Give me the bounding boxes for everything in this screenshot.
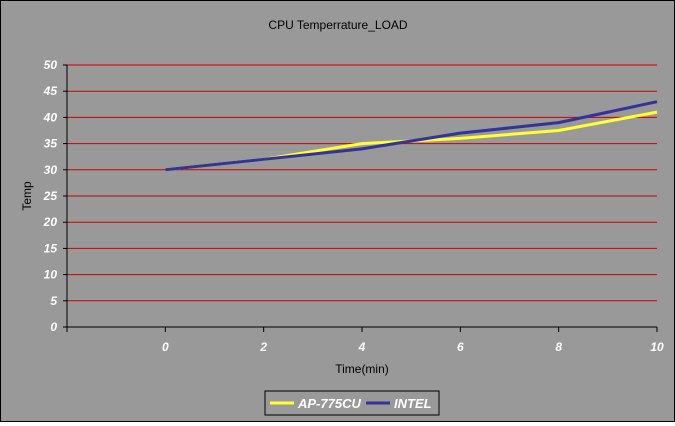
axes xyxy=(63,64,658,332)
y-axis-title: Temp xyxy=(20,181,34,211)
x-tick-labels: 0 2 4 6 8 10 xyxy=(162,340,664,354)
x-tick-label: 0 xyxy=(162,340,169,354)
y-tick-label: 40 xyxy=(43,110,58,124)
y-tick-label: 20 xyxy=(43,215,58,229)
legend-label: INTEL xyxy=(394,396,432,411)
series-lines xyxy=(165,100,658,172)
x-axis-title: Time(min) xyxy=(335,362,389,376)
x-tick-label: 10 xyxy=(650,340,664,354)
series-line-intel xyxy=(165,100,658,172)
y-tick-label: 35 xyxy=(44,137,58,151)
y-tick-label: 30 xyxy=(44,163,58,177)
y-tick-label: 5 xyxy=(50,294,57,308)
grid xyxy=(67,64,657,302)
y-tick-label: 0 xyxy=(50,320,57,334)
y-tick-label: 45 xyxy=(43,84,58,98)
x-tick-label: 4 xyxy=(358,340,366,354)
legend: AP-775CU INTEL xyxy=(264,390,440,416)
legend-label: AP-775CU xyxy=(297,396,361,411)
chart-title: CPU Temperrature_LOAD xyxy=(268,18,408,32)
x-tick-label: 8 xyxy=(555,340,562,354)
y-tick-label: 50 xyxy=(44,58,58,72)
y-tick-label: 10 xyxy=(44,268,58,282)
y-tick-label: 15 xyxy=(44,241,58,255)
y-tick-labels: 0 5 10 15 20 25 30 35 40 45 50 xyxy=(43,58,58,334)
x-tick-label: 2 xyxy=(259,340,267,354)
x-tick-label: 6 xyxy=(457,340,464,354)
y-tick-label: 25 xyxy=(43,189,58,203)
